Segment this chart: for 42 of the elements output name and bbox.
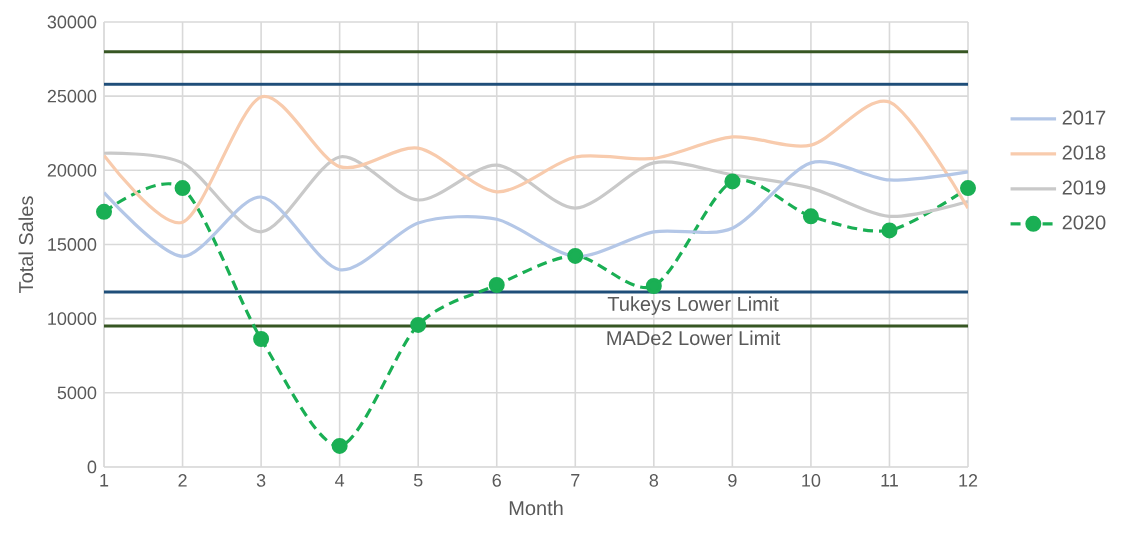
x-tick-label: 9: [728, 474, 737, 487]
point: [96, 203, 113, 220]
line-series: [104, 151, 968, 234]
legend-label: 2019: [1062, 180, 1106, 195]
y-tick-label: 0: [87, 460, 97, 474]
point: [174, 180, 191, 197]
y-tick-label: 20000: [47, 163, 97, 177]
x-tick-label: 5: [413, 474, 423, 487]
x-tick-label: 7: [571, 474, 580, 487]
x-tick-label: 2: [178, 474, 187, 487]
point: [802, 208, 819, 225]
x-tick-label: 11: [881, 474, 898, 487]
point: [960, 180, 976, 197]
y-tick-label: 10000: [48, 312, 97, 326]
legend-label: 2017: [1062, 110, 1106, 125]
x-axis-title: Month: [509, 500, 563, 516]
point: [410, 316, 427, 333]
point: [488, 276, 505, 293]
point: [567, 247, 584, 264]
y-tick-label: 5000: [57, 386, 97, 400]
point: [724, 173, 741, 190]
y-tick-label: 15000: [48, 238, 97, 251]
y-tick-label: 30000: [47, 15, 97, 29]
x-tick-label: 4: [335, 474, 345, 487]
ref-line-label: MADe2 Lower Limit: [607, 330, 781, 346]
x-tick-label: 3: [256, 474, 266, 487]
point: [645, 278, 662, 295]
x-tick-label: 1: [100, 474, 109, 487]
point: [881, 222, 898, 239]
x-tick-label: 12: [959, 474, 978, 487]
ref-line-label: Tukeys Lower Limit: [607, 296, 779, 315]
point: [331, 437, 348, 454]
legend-label: 2018: [1062, 145, 1106, 160]
line-series: [104, 160, 968, 272]
legend-label: 2020: [1062, 215, 1106, 230]
x-tick-label: 6: [492, 474, 501, 487]
x-tick-label: 8: [649, 474, 659, 487]
line-series: [104, 95, 968, 225]
y-axis-title: Total Sales: [18, 196, 34, 293]
point: [253, 330, 270, 347]
x-tick-label: 10: [802, 474, 821, 487]
y-tick-label: 25000: [47, 89, 97, 103]
